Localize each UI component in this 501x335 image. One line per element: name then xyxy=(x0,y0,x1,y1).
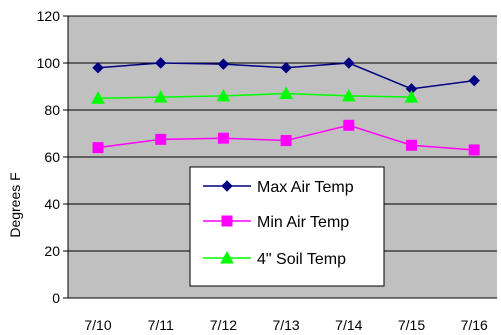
data-point xyxy=(155,133,167,145)
y-axis-title: Degrees F xyxy=(7,172,23,237)
y-tick-label: 120 xyxy=(37,8,61,24)
y-tick-label: 60 xyxy=(44,149,60,165)
legend-item: Max Air Temp xyxy=(203,179,354,196)
data-point xyxy=(217,58,230,70)
data-point xyxy=(343,119,355,131)
series-line xyxy=(97,92,412,99)
data-point xyxy=(404,90,419,103)
y-tick-label: 100 xyxy=(37,55,61,71)
data-point xyxy=(154,57,167,69)
x-tick-label: 7/10 xyxy=(84,317,111,333)
data-point xyxy=(216,88,231,102)
data-point xyxy=(153,90,168,103)
series-1 xyxy=(92,119,480,156)
y-tick-label: 80 xyxy=(44,102,60,118)
data-point xyxy=(280,61,292,74)
series-0 xyxy=(92,57,480,95)
data-point xyxy=(280,135,292,147)
data-point xyxy=(343,57,355,69)
y-tick-label: 0 xyxy=(52,290,60,306)
y-tick-label: 20 xyxy=(44,243,60,259)
data-point xyxy=(468,74,480,87)
series-2 xyxy=(91,86,419,104)
legend-item: 4" Soil Temp xyxy=(203,250,346,268)
data-point xyxy=(341,88,356,102)
data-point xyxy=(279,86,293,100)
y-axis-ticks: 0 20 40 60 80 100 120 xyxy=(37,8,68,306)
data-point xyxy=(92,142,104,154)
data-point xyxy=(92,61,104,74)
data-point xyxy=(220,250,234,264)
data-point xyxy=(217,132,229,144)
data-point xyxy=(221,215,233,227)
legend: Max Air Temp Min Air Temp 4" Soil Temp xyxy=(189,166,385,287)
x-tick-label: 7/13 xyxy=(272,317,299,333)
data-point xyxy=(91,91,105,104)
y-tick-label: 40 xyxy=(44,196,60,212)
series-layer xyxy=(91,57,480,156)
legend-item: Min Air Temp xyxy=(203,214,349,231)
data-point xyxy=(468,144,480,156)
legend-label: Max Air Temp xyxy=(257,179,354,196)
legend-label: Min Air Temp xyxy=(257,214,349,231)
legend-label: 4" Soil Temp xyxy=(257,251,346,268)
x-tick-label: 7/15 xyxy=(398,317,425,333)
x-tick-label: 7/11 xyxy=(148,317,174,333)
x-tick-label: 7/14 xyxy=(335,317,362,333)
x-tick-label: 7/16 xyxy=(461,317,488,333)
data-point xyxy=(406,139,417,151)
x-tick-label: 7/12 xyxy=(210,317,237,333)
x-axis-ticks: 7/10 7/11 7/12 7/13 7/14 7/15 7/16 xyxy=(84,317,488,333)
data-point xyxy=(221,180,233,192)
